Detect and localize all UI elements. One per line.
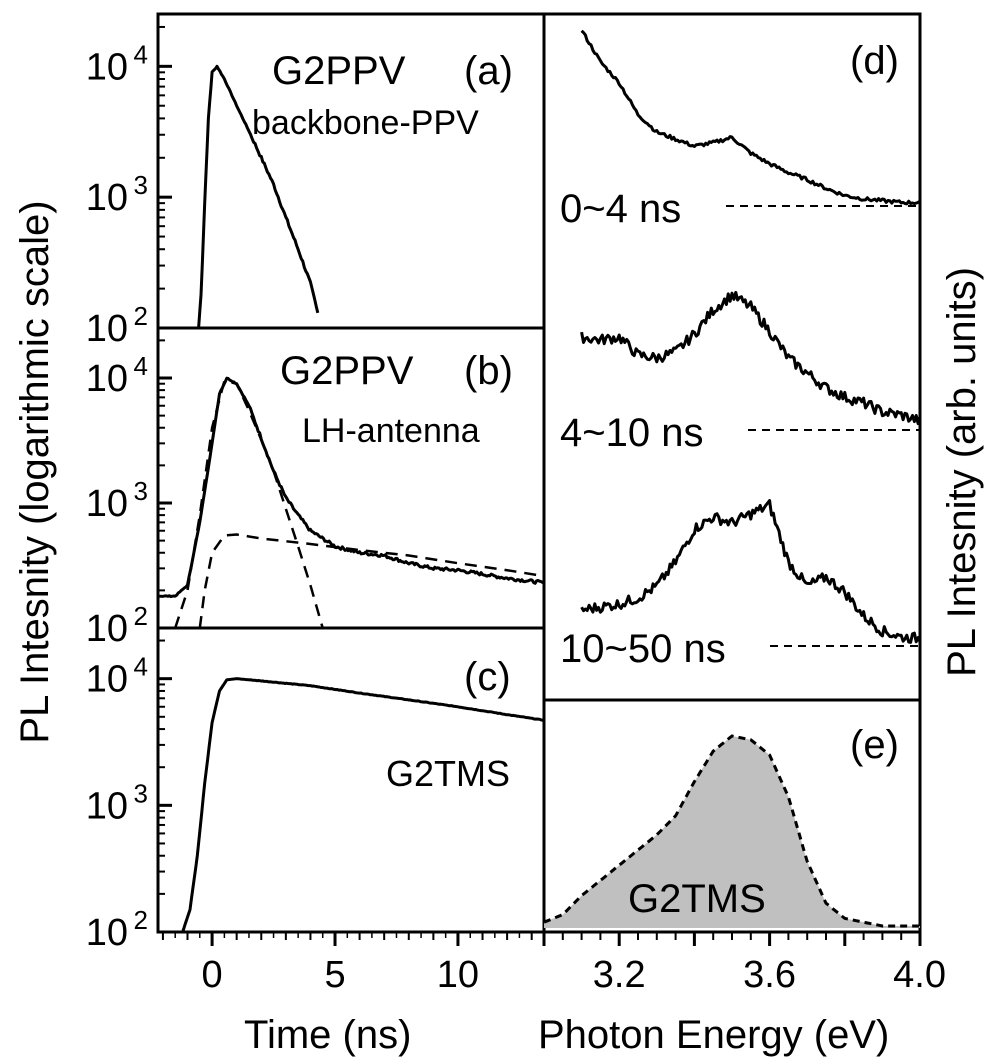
y-tick-label-1e4: 10 <box>86 46 128 88</box>
y-axis-label-left: PL Intesnity (logarithmic scale) <box>13 200 57 743</box>
panel-b-fit-2 <box>198 533 545 629</box>
y-tick-label-1e2: 10 <box>86 912 128 954</box>
y-tick-label-1e4-exp: 4 <box>134 39 148 69</box>
y-tick-label-1e4-exp: 4 <box>134 351 148 381</box>
x-axis-label-time: Time (ns) <box>244 1013 411 1057</box>
x-tick-label-energy: 3.6 <box>743 954 796 996</box>
series-label-4-10ns: 4~10 ns <box>560 411 703 455</box>
panel-a-annotation: backbone-PPV <box>252 104 479 142</box>
x-tick-label-time: 0 <box>202 954 223 996</box>
x-tick-label-energy: 4.0 <box>893 954 946 996</box>
panel-a-label: (a) <box>464 49 513 93</box>
x-tick-label-energy: 3.2 <box>593 954 646 996</box>
y-tick-label-1e4: 10 <box>86 358 128 400</box>
panel-a-series-0 <box>197 64 320 329</box>
chart-marks <box>157 29 922 933</box>
y-tick-label-1e2-exp: 2 <box>134 301 148 331</box>
y-tick-label-1e3-exp: 3 <box>134 170 148 200</box>
panel-d-label: (d) <box>850 39 899 83</box>
panel-d-spectrum-1 <box>580 290 922 426</box>
panel-b-annotation: LH-antenna <box>302 412 480 450</box>
panel-b-fit-1 <box>174 379 324 629</box>
y-tick-label-1e3: 10 <box>86 177 128 219</box>
panel-a-sample: G2PPV <box>272 49 406 93</box>
panel-c-sample: G2TMS <box>386 753 510 794</box>
panel-b-sample: G2PPV <box>280 349 414 393</box>
y-tick-label-1e3-exp: 3 <box>134 476 148 506</box>
panel-e-sample: G2TMS <box>628 877 766 921</box>
y-tick-label-1e4: 10 <box>86 659 128 701</box>
x-tick-label-time: 5 <box>324 954 345 996</box>
series-label-0-4ns: 0~4 ns <box>560 187 681 231</box>
panel-c-series-0 <box>181 677 545 933</box>
panel-c-label: (c) <box>464 655 511 699</box>
tick-labels: 10 410 310 410 310 410 310 210 210 20 5 10 3.2 3.6 4.0 <box>86 39 946 996</box>
panel-e-outline <box>543 734 920 928</box>
panel-d-spectrum-2 <box>580 499 922 644</box>
panel-e-label: (e) <box>850 723 899 767</box>
panel-b-label: (b) <box>464 349 513 393</box>
panel-d-frame <box>542 12 922 702</box>
x-tick-label-time: 10 <box>437 954 479 996</box>
y-tick-label-1e3-exp: 3 <box>134 778 148 808</box>
y-tick-label-1e2-exp: 2 <box>134 601 148 631</box>
axis-ticks <box>158 25 922 946</box>
x-axis-label-energy: Photon Energy (eV) <box>538 1013 889 1057</box>
y-tick-label-1e2-exp: 2 <box>134 905 148 935</box>
y-tick-label-1e3: 10 <box>86 785 128 827</box>
panel-e-area <box>544 736 920 928</box>
y-axis-label-right: PL Intesnity (arb. units) <box>940 267 984 677</box>
y-tick-label-1e2: 10 <box>86 308 128 350</box>
series-label-10-50ns: 10~50 ns <box>560 627 726 671</box>
y-tick-label-1e4-exp: 4 <box>134 652 148 682</box>
panel-d-spectrum-0 <box>580 29 921 206</box>
y-tick-label-1e3: 10 <box>86 483 128 525</box>
y-tick-label-1e2: 10 <box>86 608 128 650</box>
